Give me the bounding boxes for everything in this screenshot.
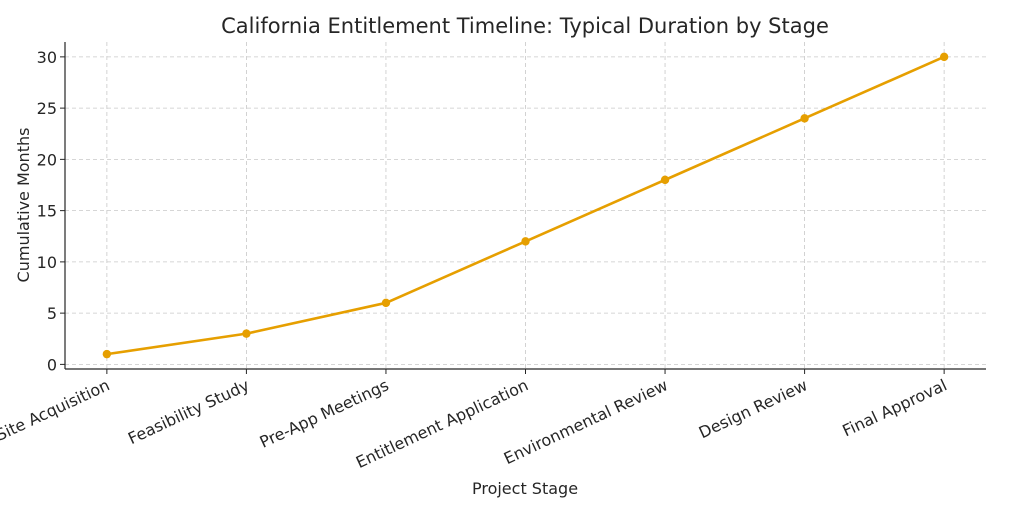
y-tick-label: 10: [37, 253, 57, 272]
x-tick-label: Feasibility Study: [125, 375, 252, 448]
chart-title: California Entitlement Timeline: Typical…: [221, 14, 829, 38]
data-point: [242, 329, 251, 338]
series: [102, 52, 949, 359]
x-tick-label: Pre-App Meetings: [257, 375, 392, 451]
x-tick-label: Site Acquisition: [0, 375, 113, 444]
ticks: Site Acquisition Feasibility Study Pre-App…: [0, 48, 950, 472]
x-tick-label: Design Review: [696, 375, 810, 442]
data-point: [660, 175, 670, 185]
y-tick-label: 15: [37, 202, 57, 221]
data-point: [800, 114, 809, 123]
data-point: [521, 237, 530, 246]
y-tick-label: 25: [37, 99, 57, 118]
y-tick-label: 20: [37, 150, 57, 169]
grid: [65, 42, 986, 369]
y-tick-label: 5: [47, 304, 57, 323]
y-axis-label: Cumulative Months: [14, 128, 33, 283]
data-point: [939, 52, 949, 62]
data-point: [381, 298, 391, 308]
data-point: [102, 349, 112, 359]
y-tick-label: 30: [37, 48, 57, 67]
y-tick-label: 0: [47, 355, 57, 374]
x-tick-label: Final Approval: [839, 375, 949, 440]
x-axis-label: Project Stage: [472, 479, 578, 498]
